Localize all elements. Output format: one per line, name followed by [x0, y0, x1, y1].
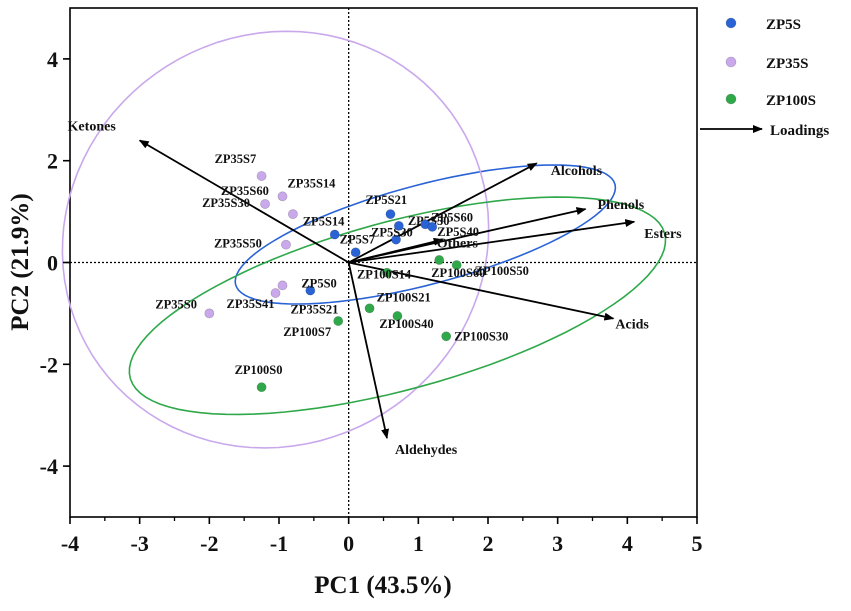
point-label-zp35s21: ZP35S21 — [290, 302, 338, 316]
point-zp100s0 — [256, 382, 267, 393]
y-tick-label: 0 — [47, 251, 58, 276]
point-zp100s21 — [364, 303, 375, 314]
loading-arrow-alcohols — [348, 162, 538, 264]
point-label-zp5s14: ZP5S14 — [303, 215, 345, 229]
legend-marker-zp35s — [725, 56, 737, 68]
point-zp100s30 — [441, 331, 452, 342]
legend-label-zp35s: ZP35S — [766, 56, 809, 72]
point-label-zp5s21: ZP5S21 — [365, 193, 407, 207]
legend-label-loadings: Loadings — [770, 123, 829, 139]
x-tick-label: 5 — [692, 531, 703, 556]
y-tick-label: 4 — [47, 47, 58, 72]
point-zp5s14 — [329, 229, 340, 240]
point-zp35s30 — [260, 199, 270, 209]
loading-label-ketones: Ketones — [68, 119, 117, 134]
point-label-zp100s21: ZP100S21 — [377, 290, 431, 304]
loading-arrow-esters — [348, 219, 636, 264]
point-label-zp5s60: ZP5S60 — [431, 210, 473, 224]
x-axis-title: PC1 (43.5%) — [314, 572, 451, 599]
x-tick-label: 0 — [343, 531, 354, 556]
ellipse-zp100s — [128, 196, 667, 416]
confidence-ellipses — [61, 30, 667, 449]
point-label-zp100s14: ZP100S14 — [357, 268, 412, 282]
x-tick-label: 1 — [413, 531, 424, 556]
point-label-zp35s30: ZP35S30 — [202, 196, 250, 210]
point-label-zp35s50: ZP35S50 — [214, 237, 262, 251]
x-tick-label: -4 — [61, 531, 79, 556]
point-zp35s0 — [204, 308, 215, 319]
loading-arrow-ketones — [138, 139, 350, 264]
point-zp35s60 — [288, 209, 298, 220]
x-tick-label: -3 — [131, 531, 149, 556]
point-zp35s21 — [277, 280, 288, 291]
point-zp100s14 — [382, 267, 392, 278]
point-zp5s40 — [427, 221, 438, 232]
point-zp5s50 — [393, 220, 404, 231]
point-zp5s21 — [385, 209, 396, 220]
loading-arrow-acids — [348, 261, 615, 321]
point-label-zp35s14: ZP35S14 — [287, 176, 336, 190]
x-tick-label: 3 — [552, 531, 563, 556]
y-tick-label: -2 — [40, 352, 58, 377]
point-zp35s14 — [277, 191, 288, 202]
point-label-zp100s40: ZP100S40 — [379, 317, 433, 331]
x-tick-label: -2 — [200, 531, 218, 556]
point-label-zp100s50: ZP100S50 — [475, 264, 529, 278]
point-label-zp5s50: ZP5S50 — [408, 214, 450, 228]
x-tick-label: -1 — [270, 531, 288, 556]
point-zp5s7 — [350, 247, 361, 258]
legend-label-zp5s: ZP5S — [766, 17, 801, 33]
loading-arrow-aldehydes — [347, 262, 389, 440]
axis-ticks: -4 -3 -2 -1 0 1 2 3 4 5 -4 -2 0 2 4 — [40, 47, 703, 556]
point-zp100s50 — [451, 260, 462, 270]
y-axis-title: PC2 (21.9%) — [7, 193, 34, 330]
point-zp5s0 — [305, 285, 316, 296]
loading-label-phenols: Phenols — [598, 198, 645, 213]
x-tick-label: 4 — [622, 531, 633, 556]
legend: ZP5S ZP35S ZP100S Loadings — [700, 17, 829, 139]
point-label-zp35s41: ZP35S41 — [227, 297, 275, 311]
point-zp35s50 — [281, 239, 291, 250]
point-label-zp5s30: ZP5S30 — [371, 226, 413, 240]
point-label-zp5s0: ZP5S0 — [301, 276, 336, 290]
point-label-zp100s30: ZP100S30 — [454, 329, 508, 343]
point-label-zp100s60: ZP100S60 — [431, 266, 485, 280]
x-tick-label: 2 — [483, 531, 494, 556]
point-zp35s7 — [256, 171, 267, 181]
legend-label-zp100s: ZP100S — [766, 93, 816, 109]
legend-marker-zp5s — [725, 17, 737, 29]
point-label-zp5s40: ZP5S40 — [437, 225, 479, 239]
loading-label-others: Others — [437, 237, 479, 252]
point-zp5s30 — [391, 234, 401, 245]
loading-label-alcohols: Alcohols — [551, 164, 603, 179]
point-label-zp35s0: ZP35S0 — [155, 297, 197, 311]
loading-vectors: Ketones Alcohols Phenols Esters Others Acids A… — [68, 119, 683, 458]
y-tick-label: 2 — [47, 149, 58, 174]
ellipse-zp35s — [61, 30, 490, 449]
point-label-zp5s7: ZP5S7 — [340, 232, 375, 246]
point-zp100s60 — [434, 255, 445, 265]
loading-label-acids: Acids — [615, 317, 649, 332]
ellipse-zp5s — [234, 164, 617, 305]
loading-label-esters: Esters — [644, 227, 682, 242]
legend-marker-zp100s — [725, 93, 737, 105]
point-label-zp35s7: ZP35S7 — [215, 152, 257, 166]
point-label-zp100s7: ZP100S7 — [283, 325, 331, 339]
point-zp100s40 — [392, 311, 403, 321]
y-tick-label: -4 — [40, 454, 58, 479]
sample-points: ZP5S0 ZP5S7 ZP5S14 ZP5S21 ZP5S30ZP5S50ZP5S60… — [155, 152, 529, 393]
point-zp100s7 — [333, 316, 344, 326]
point-zp35s41 — [270, 288, 281, 298]
loading-arrow-others — [348, 237, 444, 264]
zero-lines — [70, 8, 697, 517]
point-label-zp100s0: ZP100S0 — [235, 363, 283, 377]
loading-label-aldehydes: Aldehydes — [395, 443, 458, 458]
point-label-zp35s60: ZP35S60 — [221, 184, 269, 198]
